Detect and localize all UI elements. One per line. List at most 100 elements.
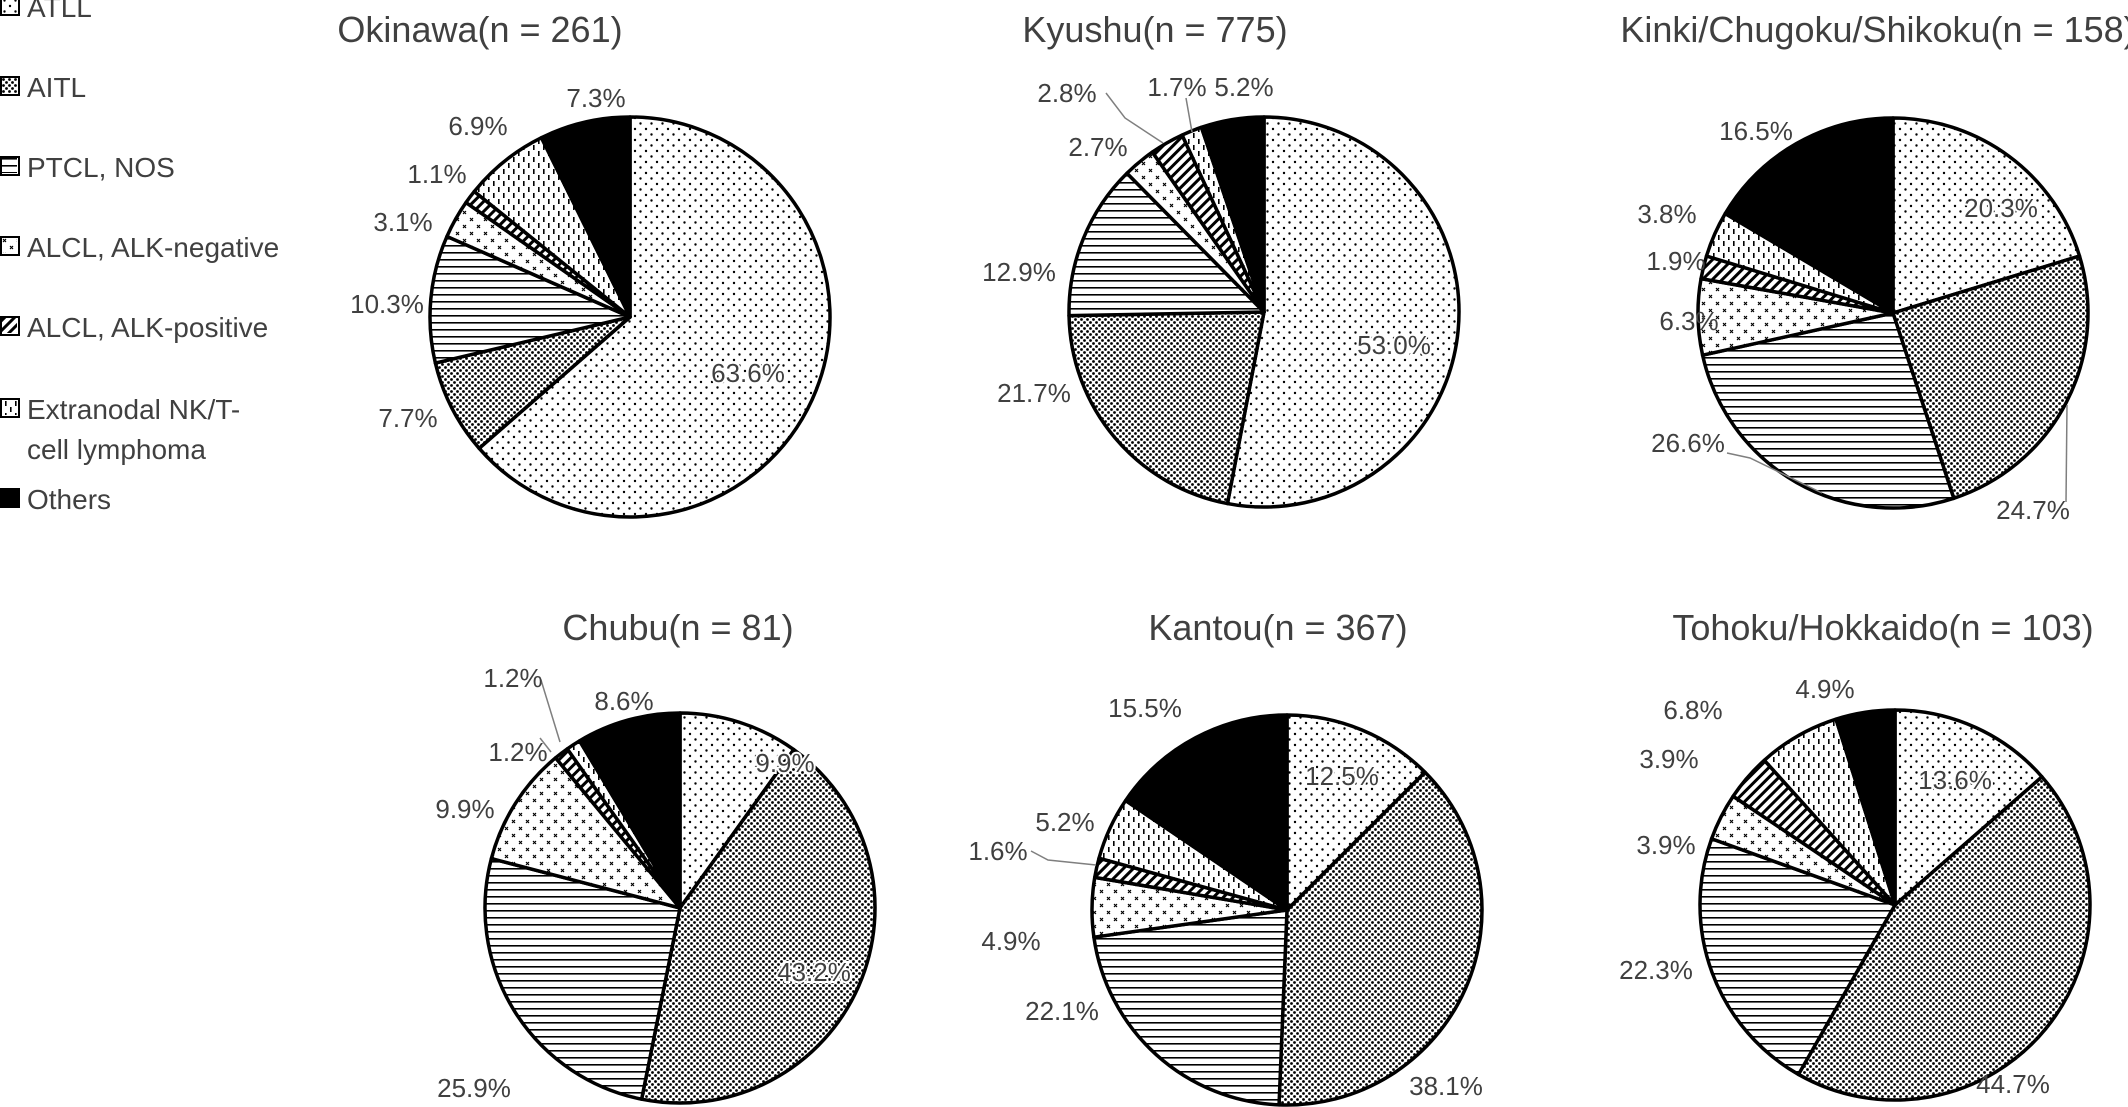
pie-slice-hlines — [1700, 311, 1956, 510]
pie-slice-hlines — [1067, 171, 1266, 318]
slice-value-label: 2.8% — [1037, 78, 1096, 108]
legend-swatch-checker — [0, 236, 20, 256]
slice-value-label: 12.5% — [1305, 761, 1379, 791]
slice-value-label: 22.1% — [1025, 996, 1099, 1026]
pie-slice-dots — [1893, 708, 2044, 907]
pie-title: Kantou(n = 367) — [1148, 607, 1407, 648]
pie-slice-dots — [1285, 713, 1427, 912]
slice-value-label: 5.2% — [1035, 807, 1094, 837]
pie-title: Kinki/Chugoku/Shikoku(n = 158) — [1620, 9, 2128, 50]
slice-value-label: 9.9% — [435, 794, 494, 824]
pie-slice-dots — [1891, 116, 2082, 315]
pie-slice-dense-dots — [1067, 310, 1266, 506]
pie-slice-dense-dots — [1891, 254, 2090, 501]
legend-swatch-dots — [0, 0, 20, 16]
pie-slice-solid — [1834, 708, 1897, 907]
pie-slice-solid — [1123, 713, 1289, 912]
slice-value-label: 3.8% — [1637, 199, 1696, 229]
legend-label: PTCL, NOS — [27, 152, 175, 183]
slice-value-label: 6.3% — [1659, 306, 1718, 336]
slice-value-label: 12.9% — [982, 257, 1056, 287]
slice-value-label: 24.7% — [1996, 495, 2070, 525]
pie-slice-checker — [489, 756, 682, 910]
legend-label: ATLL — [27, 0, 92, 23]
slice-value-label: 4.9% — [1795, 674, 1854, 704]
slice-value-label: 1.2% — [483, 663, 542, 693]
slice-value-label: 44.7% — [1976, 1069, 2050, 1099]
legend-swatch-dense-dots — [0, 76, 20, 96]
legend-item: ALCL, ALK-negative — [0, 228, 287, 268]
slice-value-label: 4.9% — [981, 926, 1040, 956]
leader-line — [1105, 92, 1164, 144]
pie-title: Tohoku/Hokkaido(n = 103) — [1672, 607, 2093, 648]
legend-item: ATLL — [0, 0, 287, 28]
pie-slice-solid — [539, 115, 632, 319]
pie-slice-hlines — [1698, 836, 1897, 1077]
leader-line — [1030, 850, 1097, 866]
pie-slice-dense-dots — [1277, 770, 1484, 1107]
legend-label: Extranodal NK/T- cell lymphoma — [27, 394, 241, 465]
slice-value-label: 53.0% — [1357, 330, 1431, 360]
pie-slice-dense-dots — [1796, 775, 2092, 1102]
slice-value-label: 3.9% — [1639, 744, 1698, 774]
slice-value-label: 7.3% — [566, 83, 625, 113]
legend-item: Extranodal NK/T- cell lymphoma — [0, 390, 287, 470]
pie-title: Okinawa(n = 261) — [337, 9, 622, 50]
slice-value-label: 15.5% — [1108, 693, 1182, 723]
pie-title: Kyushu(n = 775) — [1022, 9, 1287, 50]
leader-line — [540, 679, 561, 743]
leader-line — [1726, 452, 1823, 494]
legend-item: Others — [0, 480, 287, 520]
slice-value-label: 7.7% — [378, 403, 437, 433]
slice-value-label: 21.7% — [997, 378, 1071, 408]
pie-slice-dense-dots — [639, 747, 877, 1105]
pie-slice-solid — [1723, 116, 1895, 315]
pie-slice-dense-dots — [433, 315, 632, 451]
slice-value-label: 25.9% — [437, 1073, 511, 1103]
legend-item: AITL — [0, 68, 287, 108]
pie-slice-dots — [1225, 115, 1461, 509]
pie-slice-dots — [678, 711, 796, 910]
slice-value-label: 6.9% — [448, 111, 507, 141]
slice-value-label: 43.2% — [777, 957, 851, 987]
legend-item: PTCL, NOS — [0, 148, 287, 188]
slice-value-label: 16.5% — [1719, 116, 1793, 146]
legend-swatch-dashes — [0, 398, 20, 418]
slice-value-label: 2.7% — [1068, 132, 1127, 162]
leader-line — [2065, 404, 2068, 503]
pie-slice-dots — [477, 115, 832, 519]
legend-swatch-diag — [0, 316, 20, 336]
slice-value-label: 6.8% — [1663, 695, 1722, 725]
slice-value-label: 26.6% — [1651, 428, 1725, 458]
slice-value-label: 20.3% — [1964, 193, 2038, 223]
slice-value-label: 38.1% — [1409, 1071, 1483, 1101]
legend-label: ALCL, ALK-negative — [27, 232, 280, 263]
leader-line — [1185, 97, 1193, 133]
pie-slice-hlines — [428, 234, 632, 365]
slice-value-label: 1.6% — [968, 836, 1027, 866]
pie-slice-hlines — [1092, 908, 1289, 1107]
legend-label: Others — [27, 484, 112, 515]
legend-swatch-solid — [0, 488, 20, 508]
slice-value-label: 10.3% — [350, 289, 424, 319]
pie-title: Chubu(n = 81) — [562, 607, 793, 648]
slice-value-label: 9.9% — [755, 748, 814, 778]
legend-label: AITL — [27, 72, 87, 103]
slice-value-label: 22.3% — [1619, 955, 1693, 985]
slice-value-label: 8.6% — [594, 686, 653, 716]
pie-slice-solid — [577, 711, 682, 910]
slice-value-label: 1.7% — [1147, 72, 1206, 102]
slice-value-label: 1.9% — [1646, 246, 1705, 276]
legend-label: ALCL, ALK-positive — [27, 312, 269, 343]
legend-item: ALCL, ALK-positive — [0, 308, 287, 348]
slice-value-label: 3.9% — [1636, 830, 1695, 860]
slice-value-label: 1.1% — [407, 159, 466, 189]
legend-swatch-hlines — [0, 156, 20, 176]
slice-value-label: 1.2% — [488, 737, 547, 767]
slice-value-label: 5.2% — [1214, 72, 1273, 102]
leader-line — [539, 737, 552, 753]
slice-value-label: 63.6% — [711, 358, 785, 388]
slice-value-label: 13.6% — [1918, 765, 1992, 795]
pie-slice-solid — [1199, 115, 1266, 314]
